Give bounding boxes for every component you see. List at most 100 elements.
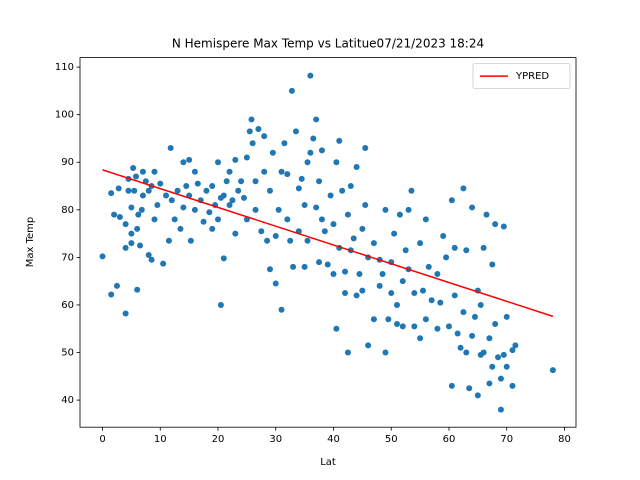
scatter-point xyxy=(434,271,441,278)
y-tick-label: 90 xyxy=(61,157,74,168)
x-tick-label: 30 xyxy=(269,434,282,445)
scatter-point xyxy=(252,178,259,185)
scatter-point xyxy=(266,187,273,194)
scatter-point xyxy=(304,159,311,166)
scatter-point xyxy=(168,197,175,204)
scatter-point xyxy=(382,206,389,213)
scatter-point xyxy=(226,202,233,209)
scatter-point xyxy=(333,159,340,166)
scatter-point xyxy=(261,133,268,140)
scatter-point xyxy=(486,335,493,342)
scatter-point xyxy=(353,164,360,171)
scatter-point xyxy=(382,349,389,356)
scatter-point xyxy=(307,72,314,79)
scatter-point xyxy=(284,171,291,178)
scatter-point xyxy=(180,204,187,211)
scatter-point xyxy=(350,235,357,242)
scatter-point xyxy=(394,320,401,327)
scatter-point xyxy=(445,323,452,330)
scatter-point xyxy=(330,221,337,228)
scatter-point xyxy=(370,316,377,323)
scatter-point xyxy=(206,209,213,216)
scatter-point xyxy=(419,287,426,294)
scatter-point xyxy=(379,271,386,278)
legend: YPRED xyxy=(472,63,571,89)
scatter-point xyxy=(139,168,146,175)
scatter-point xyxy=(288,87,295,94)
scatter-point xyxy=(509,347,516,354)
scatter-point xyxy=(500,223,507,230)
scatter-point xyxy=(128,240,135,247)
scatter-point xyxy=(489,363,496,370)
scatter-point xyxy=(135,211,142,218)
x-axis-label: Lat xyxy=(320,457,336,468)
scatter-point xyxy=(492,221,499,228)
scatter-point xyxy=(240,194,247,201)
scatter-point xyxy=(278,168,285,175)
scatter-point xyxy=(399,278,406,285)
scatter-point xyxy=(339,187,346,194)
scatter-point xyxy=(174,187,181,194)
scatter-point xyxy=(128,204,135,211)
scatter-point xyxy=(298,175,305,182)
scatter-point xyxy=(469,204,476,211)
scatter-point xyxy=(474,392,481,399)
scatter-point xyxy=(284,216,291,223)
scatter-point xyxy=(333,325,340,332)
scatter-point xyxy=(466,385,473,392)
scatter-point xyxy=(183,183,190,190)
scatter-point xyxy=(347,183,354,190)
y-tick-label: 100 xyxy=(55,110,74,121)
scatter-point xyxy=(356,271,363,278)
scatter-point xyxy=(220,192,227,199)
scatter-point xyxy=(223,178,230,185)
scatter-point xyxy=(111,211,118,218)
scatter-point xyxy=(495,354,502,361)
scatter-point xyxy=(290,263,297,270)
scatter-point xyxy=(134,225,141,232)
scatter-point xyxy=(370,240,377,247)
scatter-point xyxy=(292,128,299,135)
scatter-point xyxy=(344,211,351,218)
y-axis-label: Max Temp xyxy=(25,217,36,268)
scatter-point xyxy=(307,149,314,156)
scatter-point xyxy=(133,173,140,180)
scatter-point xyxy=(399,323,406,330)
scatter-point xyxy=(264,237,271,244)
scatter-point xyxy=(281,140,288,147)
scatter-point xyxy=(549,367,556,374)
scatter-point xyxy=(232,156,239,163)
scatter-point xyxy=(186,156,193,163)
scatter-point xyxy=(316,178,323,185)
scatter-point xyxy=(116,213,123,220)
scatter-point xyxy=(463,349,470,356)
scatter-point xyxy=(402,247,409,254)
scatter-point xyxy=(275,206,282,213)
scatter-point xyxy=(226,168,233,175)
scatter-point xyxy=(266,266,273,273)
scatter-point xyxy=(483,211,490,218)
scatter-point xyxy=(362,144,369,151)
x-tick-label: 50 xyxy=(385,434,398,445)
x-tick-label: 40 xyxy=(327,434,340,445)
scatter-point xyxy=(388,290,395,297)
regression-line xyxy=(102,169,554,318)
scatter-point xyxy=(220,255,227,262)
scatter-point xyxy=(217,301,224,308)
scatter-point xyxy=(434,325,441,332)
scatter-point xyxy=(437,299,444,306)
scatter-point xyxy=(408,187,415,194)
scatter-point xyxy=(503,363,510,370)
scatter-point xyxy=(330,271,337,278)
scatter-point xyxy=(139,192,146,199)
scatter-point xyxy=(376,282,383,289)
scatter-point xyxy=(191,206,198,213)
scatter-point xyxy=(200,218,207,225)
scatter-point xyxy=(313,204,320,211)
scatter-point xyxy=(209,225,216,232)
scatter-point xyxy=(191,168,198,175)
scatter-point xyxy=(509,382,516,389)
scatter-point xyxy=(313,116,320,123)
scatter-point xyxy=(451,292,458,299)
scatter-point xyxy=(336,137,343,144)
